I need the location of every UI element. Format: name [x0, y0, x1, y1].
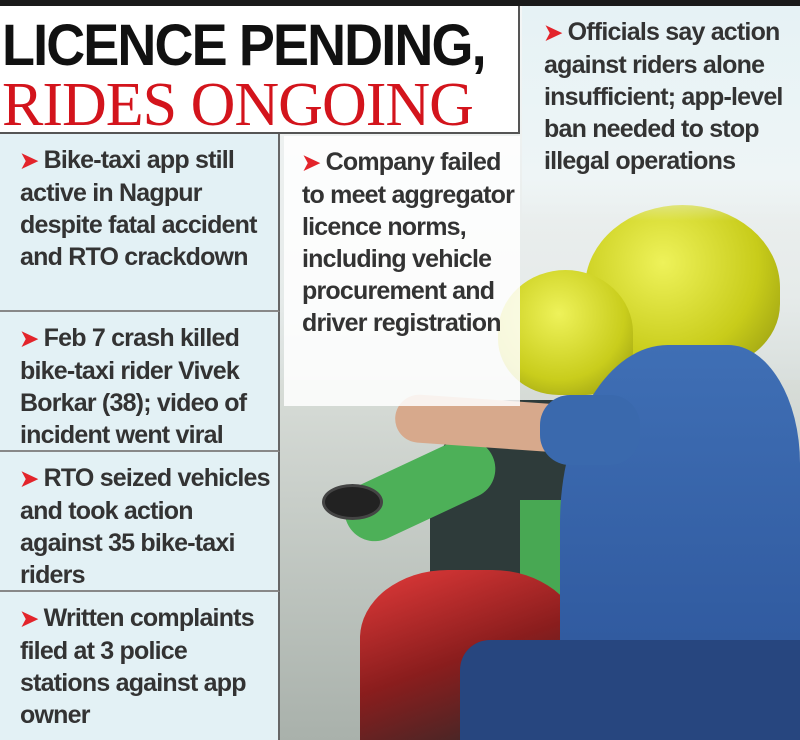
headline-block: LICENCE PENDING, RIDES ONGOING: [0, 6, 520, 139]
fact-box-3: ➤ RTO seized vehicles and took action aga…: [0, 452, 280, 592]
fact-text: Bike-taxi app still active in Nagpur des…: [20, 146, 257, 271]
red-arrowhead-icon: ➤: [544, 20, 562, 45]
fact-text: Company failed to meet aggregator licenc…: [302, 148, 515, 337]
fact-box-1: ➤ Bike-taxi app still active in Nagpur de…: [0, 134, 280, 312]
headline-line-1: LICENCE PENDING,: [2, 13, 487, 78]
red-arrowhead-icon: ➤: [20, 466, 38, 491]
red-arrowhead-icon: ➤: [20, 606, 38, 631]
fact-box-right: ➤ Officials say action against riders alo…: [522, 6, 800, 221]
red-arrowhead-icon: ➤: [20, 326, 38, 351]
fact-text: Written complaints filed at 3 police sta…: [20, 604, 255, 729]
red-arrowhead-icon: ➤: [302, 150, 320, 175]
fact-box-middle: ➤ Company failed to meet aggregator licen…: [284, 136, 520, 406]
fact-text: Feb 7 crash killed bike-taxi rider Vivek…: [20, 324, 247, 449]
fact-box-4: ➤ Written complaints filed at 3 police st…: [0, 592, 280, 740]
fact-text: Officials say action against riders alon…: [544, 18, 783, 175]
fact-text: RTO seized vehicles and took action agai…: [20, 464, 271, 589]
headline-line-2: RIDES ONGOING: [2, 71, 474, 139]
fact-box-2: ➤ Feb 7 crash killed bike-taxi rider Vive…: [0, 312, 280, 452]
red-arrowhead-icon: ➤: [20, 148, 38, 173]
top-rule: [0, 0, 800, 6]
